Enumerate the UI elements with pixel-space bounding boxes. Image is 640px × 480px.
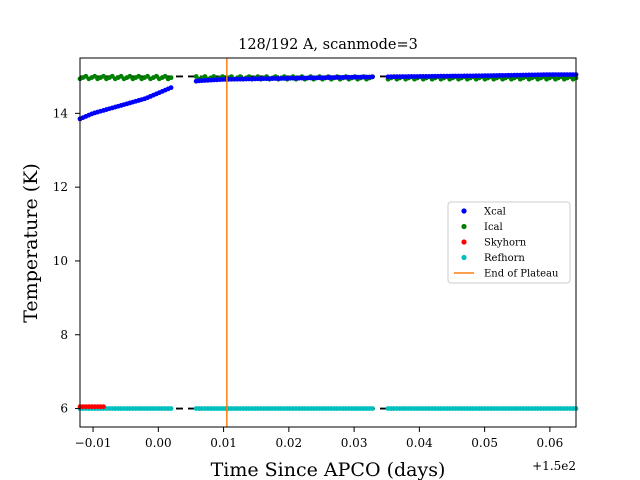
x-axis-offset-label: +1.5e2 [532, 459, 576, 473]
y-axis-label: Temperature (K) [20, 163, 42, 323]
legend-label: Skyhorn [484, 238, 527, 249]
x-tick-label: 0.01 [210, 436, 237, 450]
x-tick-label: −0.01 [75, 436, 112, 450]
legend-label: Refhorn [484, 253, 525, 264]
chart-title: 128/192 A, scanmode=3 [238, 37, 418, 53]
x-tick-label: 0.04 [406, 436, 433, 450]
x-tick-label: 0.03 [341, 436, 368, 450]
x-tick-label: 0.00 [145, 436, 172, 450]
y-tick-label: 8 [60, 328, 68, 342]
plot-frame [79, 57, 577, 428]
plot-area: −0.01 0.00 0.01 0.02 0.03 0.04 0.05 0.06 6 8 10 12 1… [53, 57, 579, 450]
y-tick-label: 6 [60, 402, 68, 416]
data-point-xcal [168, 85, 174, 91]
y-tick-label: 14 [53, 106, 69, 120]
legend-marker-xcal [461, 208, 467, 214]
legend-marker-ical [461, 223, 467, 230]
series-skyhorn [77, 404, 106, 410]
series-refhorn [77, 406, 579, 411]
series-xcal [77, 72, 579, 122]
data-point-ical [168, 75, 174, 81]
data-point-refhorn [369, 406, 375, 411]
data-point-skyhorn [101, 404, 106, 410]
legend-marker-skyhorn [461, 239, 467, 245]
x-tick-label: 0.06 [537, 436, 564, 450]
legend-label: Ical [484, 222, 503, 233]
y-tick-label: 10 [53, 254, 68, 268]
x-axis-label: Time Since APCO (days) [211, 459, 446, 480]
data-point-xcal [369, 74, 375, 80]
legend-label: Xcal [484, 207, 506, 218]
legend-box [447, 201, 571, 284]
legend: Xcal Ical Skyhorn Refhorn End of Plateau [447, 201, 571, 284]
legend-marker-refhorn [461, 254, 467, 261]
y-tick-label: 12 [53, 180, 68, 194]
x-tick-label: 0.02 [275, 436, 302, 450]
data-point-refhorn [168, 406, 174, 411]
legend-label: End of Plateau [484, 269, 559, 280]
x-tick-label: 0.05 [471, 436, 498, 450]
